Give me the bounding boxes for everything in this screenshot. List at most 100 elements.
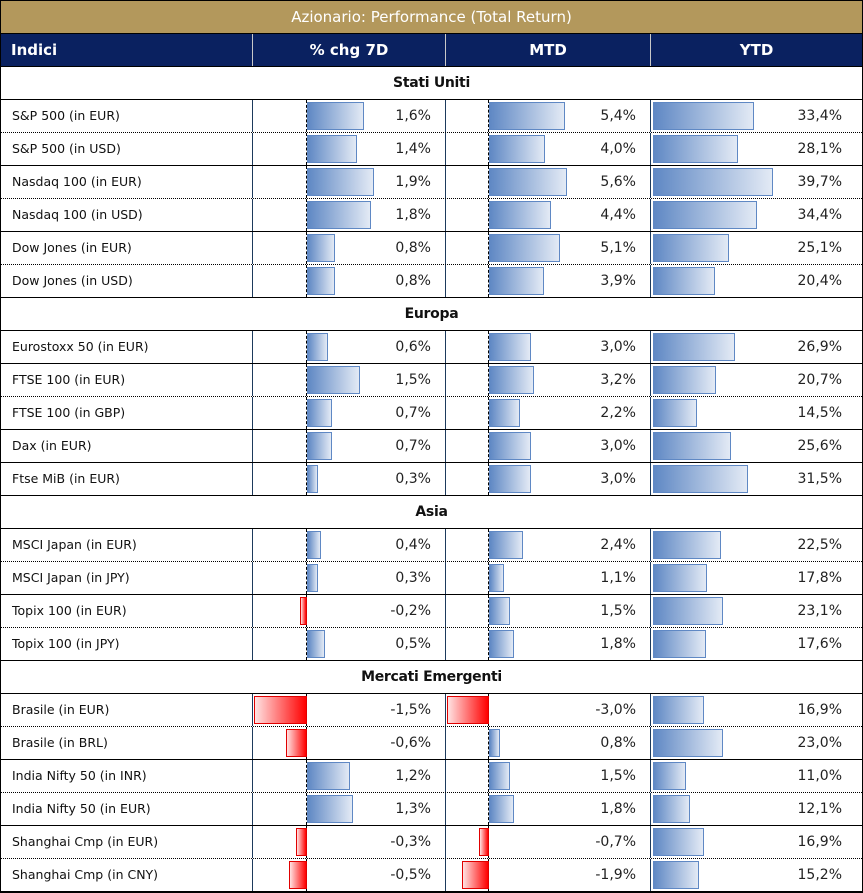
ytd-data-bar — [653, 564, 707, 592]
zero-axis-line — [488, 166, 489, 198]
chg-7d-cell: 0,3% — [253, 562, 446, 594]
ytd-data-bar — [653, 102, 755, 130]
ytd-cell: 22,5% — [651, 529, 862, 561]
chg-7d-value: -0,3% — [390, 834, 431, 850]
zero-axis-line — [488, 331, 489, 363]
mtd-data-bar — [489, 102, 565, 130]
index-name: Dow Jones (in EUR) — [1, 232, 253, 264]
mtd-data-bar — [489, 465, 531, 493]
index-name: Eurostoxx 50 (in EUR) — [1, 331, 253, 363]
chg-7d-value: 0,3% — [395, 471, 431, 487]
zero-axis-line — [488, 529, 489, 561]
table-row: Nasdaq 100 (in USD) 1,8% 4,4% 34,4% — [1, 199, 862, 232]
mtd-cell: 1,8% — [446, 793, 651, 825]
mtd-value: 3,0% — [600, 339, 636, 355]
mtd-data-bar — [489, 135, 545, 163]
zero-axis-line — [488, 727, 489, 759]
chg-7d-data-bar — [307, 432, 332, 460]
chg-7d-data-bar — [307, 795, 354, 823]
ytd-data-bar — [653, 366, 716, 394]
index-name: India Nifty 50 (in INR) — [1, 760, 253, 792]
mtd-value: 3,2% — [600, 372, 636, 388]
chg-7d-cell: 1,6% — [253, 100, 446, 132]
index-name: Shanghai Cmp (in EUR) — [1, 826, 253, 858]
mtd-cell: 1,8% — [446, 628, 651, 660]
table-row: S&P 500 (in USD) 1,4% 4,0% 28,1% — [1, 133, 862, 166]
chg-7d-cell: -0,5% — [253, 859, 446, 891]
section-heading: Mercati Emergenti — [1, 661, 862, 694]
chg-7d-data-bar — [307, 168, 375, 196]
zero-axis-line — [306, 628, 307, 660]
header-indici: Indici — [1, 34, 253, 66]
chg-7d-data-bar — [307, 564, 318, 592]
zero-axis-line — [488, 100, 489, 132]
table-row: Nasdaq 100 (in EUR) 1,9% 5,6% 39,7% — [1, 166, 862, 199]
ytd-data-bar — [653, 762, 687, 790]
table-row: FTSE 100 (in EUR) 1,5% 3,2% 20,7% — [1, 364, 862, 397]
section-heading: Asia — [1, 496, 862, 529]
chg-7d-value: -0,5% — [390, 867, 431, 883]
zero-axis-line — [488, 463, 489, 495]
ytd-data-bar — [653, 234, 730, 262]
chg-7d-cell: 0,8% — [253, 265, 446, 297]
ytd-value: 14,5% — [797, 405, 842, 421]
mtd-value: 5,4% — [600, 108, 636, 124]
ytd-cell: 33,4% — [651, 100, 862, 132]
mtd-value: 0,8% — [600, 735, 636, 751]
chg-7d-data-bar — [253, 696, 307, 724]
table-row: Topix 100 (in EUR) -0,2% 1,5% 23,1% — [1, 595, 862, 628]
table-row: MSCI Japan (in JPY) 0,3% 1,1% 17,8% — [1, 562, 862, 595]
mtd-data-bar — [489, 597, 510, 625]
chg-7d-cell: 0,7% — [253, 430, 446, 462]
chg-7d-value: 1,8% — [395, 207, 431, 223]
mtd-value: 1,8% — [600, 801, 636, 817]
zero-axis-line — [488, 265, 489, 297]
table-row: FTSE 100 (in GBP) 0,7% 2,2% 14,5% — [1, 397, 862, 430]
table-title: Azionario: Performance (Total Return) — [1, 0, 862, 34]
chg-7d-value: 0,4% — [395, 537, 431, 553]
mtd-data-bar — [447, 696, 489, 724]
section-heading: Europa — [1, 298, 862, 331]
chg-7d-cell: 0,7% — [253, 397, 446, 429]
chg-7d-cell: 1,4% — [253, 133, 446, 165]
table-row: S&P 500 (in EUR) 1,6% 5,4% 33,4% — [1, 100, 862, 133]
mtd-cell: 5,4% — [446, 100, 651, 132]
mtd-data-bar — [489, 234, 561, 262]
chg-7d-value: 1,3% — [395, 801, 431, 817]
chg-7d-data-bar — [307, 333, 329, 361]
index-name: India Nifty 50 (in EUR) — [1, 793, 253, 825]
index-name: FTSE 100 (in EUR) — [1, 364, 253, 396]
ytd-value: 33,4% — [797, 108, 842, 124]
mtd-cell: 3,2% — [446, 364, 651, 396]
mtd-cell: 1,5% — [446, 760, 651, 792]
ytd-value: 17,8% — [797, 570, 842, 586]
mtd-data-bar — [489, 168, 568, 196]
zero-axis-line — [488, 628, 489, 660]
ytd-cell: 23,0% — [651, 727, 862, 759]
ytd-value: 16,9% — [797, 834, 842, 850]
ytd-value: 12,1% — [797, 801, 842, 817]
chg-7d-data-bar — [307, 267, 336, 295]
ytd-value: 39,7% — [797, 174, 842, 190]
mtd-data-bar — [489, 366, 534, 394]
ytd-data-bar — [653, 432, 731, 460]
zero-axis-line — [488, 430, 489, 462]
mtd-data-bar — [489, 564, 505, 592]
index-name: S&P 500 (in USD) — [1, 133, 253, 165]
chg-7d-value: 1,9% — [395, 174, 431, 190]
zero-axis-line — [306, 100, 307, 132]
mtd-data-bar — [489, 795, 515, 823]
chg-7d-cell: -0,2% — [253, 595, 446, 627]
chg-7d-data-bar — [299, 597, 307, 625]
ytd-value: 15,2% — [797, 867, 842, 883]
ytd-cell: 11,0% — [651, 760, 862, 792]
mtd-cell: 1,1% — [446, 562, 651, 594]
mtd-cell: 0,8% — [446, 727, 651, 759]
mtd-data-bar — [489, 399, 520, 427]
ytd-cell: 15,2% — [651, 859, 862, 891]
mtd-value: 4,4% — [600, 207, 636, 223]
chg-7d-cell: -0,3% — [253, 826, 446, 858]
chg-7d-cell: 1,8% — [253, 199, 446, 231]
mtd-cell: -1,9% — [446, 859, 651, 891]
chg-7d-data-bar — [307, 465, 318, 493]
